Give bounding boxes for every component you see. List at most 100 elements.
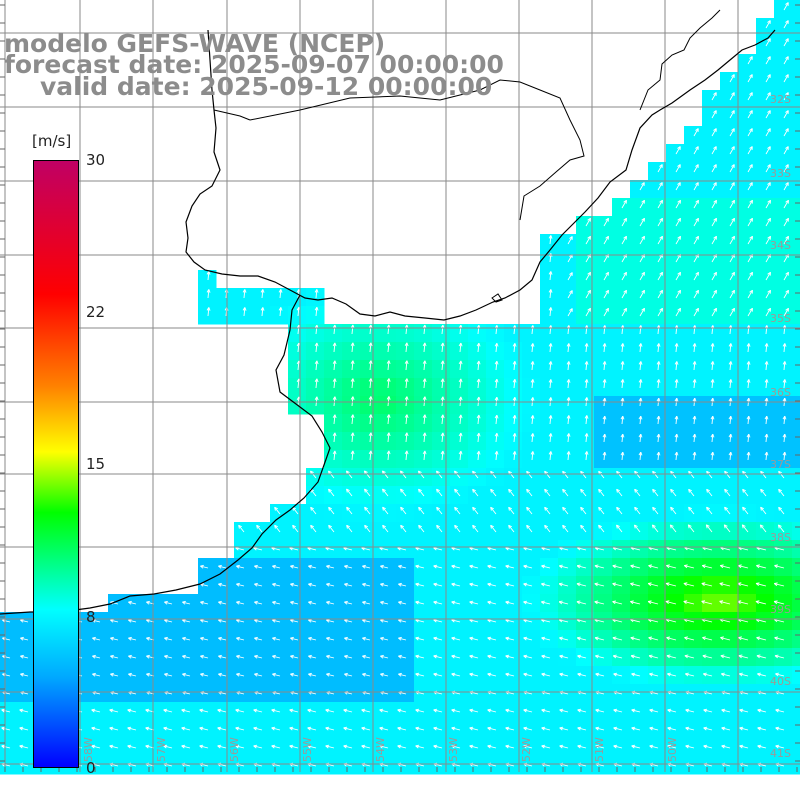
wind-speed-cell bbox=[396, 558, 415, 577]
wind-arrow bbox=[666, 564, 677, 569]
wind-speed-cell bbox=[558, 306, 577, 325]
wind-arrow bbox=[326, 582, 335, 587]
wind-arrow bbox=[657, 271, 663, 281]
wind-arrow bbox=[422, 450, 427, 461]
wind-speed-cell bbox=[558, 576, 577, 595]
wind-speed-cell bbox=[234, 576, 253, 595]
wind-speed-cell bbox=[414, 612, 433, 631]
wind-speed-cell bbox=[666, 558, 685, 577]
wind-arrow bbox=[630, 636, 641, 641]
wind-speed-cell bbox=[522, 702, 541, 721]
wind-speed-cell bbox=[468, 720, 487, 739]
wind-arrow bbox=[620, 361, 625, 371]
wind-speed-cell bbox=[630, 558, 649, 577]
wind-speed-cell bbox=[522, 576, 541, 595]
wind-speed-cell bbox=[684, 612, 703, 631]
wind-speed-cell bbox=[270, 720, 289, 739]
wind-arrow bbox=[523, 564, 533, 569]
wind-arrow bbox=[757, 744, 767, 749]
wind-speed-cell bbox=[234, 738, 253, 757]
wind-speed-cell bbox=[198, 576, 217, 595]
wind-speed-cell bbox=[738, 90, 757, 109]
wind-arrow bbox=[630, 600, 641, 605]
wind-arrow bbox=[765, 217, 771, 227]
wind-arrow bbox=[755, 600, 767, 605]
wind-speed-cell bbox=[414, 324, 433, 343]
wind-arrow bbox=[326, 636, 335, 641]
wind-speed-cell bbox=[684, 594, 703, 613]
wind-arrow bbox=[127, 708, 137, 713]
wind-speed-cell bbox=[702, 360, 721, 379]
wind-arrow bbox=[404, 432, 409, 443]
wind-arrow bbox=[729, 164, 735, 173]
wind-speed-cell bbox=[450, 450, 469, 469]
wind-speed-cell bbox=[504, 630, 523, 649]
wind-arrow bbox=[577, 744, 587, 749]
wind-arrow bbox=[595, 654, 605, 659]
wind-speed-cell bbox=[738, 558, 757, 577]
wind-speed-cell bbox=[234, 558, 253, 577]
wind-speed-cell bbox=[756, 324, 775, 343]
wind-speed-cell bbox=[468, 684, 487, 703]
wind-speed-cell bbox=[594, 540, 613, 559]
wind-speed-cell bbox=[378, 630, 397, 649]
wind-speed-cell bbox=[234, 720, 253, 739]
wind-speed-cell bbox=[792, 396, 800, 415]
wind-arrow bbox=[206, 307, 211, 317]
wind-speed-cell bbox=[792, 270, 800, 289]
wind-speed-cell bbox=[702, 378, 721, 397]
wind-speed-cell bbox=[540, 540, 559, 559]
wind-arrow bbox=[362, 582, 371, 587]
wind-arrow bbox=[741, 524, 749, 533]
wind-speed-cell bbox=[756, 180, 775, 199]
wind-speed-cell bbox=[774, 684, 793, 703]
wind-speed-cell bbox=[288, 360, 307, 379]
wind-arrow bbox=[649, 708, 659, 713]
wind-speed-cell bbox=[756, 108, 775, 127]
wind-arrow bbox=[278, 307, 283, 317]
wind-arrow bbox=[729, 128, 735, 137]
wind-arrow bbox=[217, 744, 227, 749]
wind-speed-cell bbox=[198, 630, 217, 649]
wind-speed-cell bbox=[378, 432, 397, 451]
wind-speed-cell bbox=[288, 720, 307, 739]
wind-speed-cell bbox=[756, 540, 775, 559]
wind-arrow bbox=[598, 488, 605, 497]
wind-arrow bbox=[675, 235, 681, 245]
wind-arrow bbox=[756, 636, 767, 641]
wind-arrow bbox=[362, 600, 371, 605]
wind-speed-cell bbox=[342, 666, 361, 685]
wind-speed-cell bbox=[738, 234, 757, 253]
wind-arrow bbox=[19, 708, 29, 713]
wind-speed-cell bbox=[162, 648, 181, 667]
wind-speed-cell bbox=[774, 648, 793, 667]
wind-speed-cell bbox=[414, 450, 433, 469]
longitude-label: 55W bbox=[301, 737, 314, 762]
wind-speed-cell bbox=[216, 666, 235, 685]
wind-arrow bbox=[567, 236, 573, 245]
wind-arrow bbox=[783, 164, 789, 173]
wind-arrow bbox=[657, 182, 663, 191]
wind-arrow bbox=[469, 582, 479, 587]
wind-speed-cell bbox=[774, 612, 793, 631]
wind-arrow bbox=[576, 600, 587, 605]
wind-speed-cell bbox=[756, 684, 775, 703]
wind-arrow bbox=[290, 672, 299, 677]
wind-arrow bbox=[382, 488, 389, 497]
wind-speed-cell bbox=[792, 522, 800, 541]
wind-speed-cell bbox=[504, 612, 523, 631]
wind-arrow bbox=[332, 450, 337, 461]
wind-arrow bbox=[530, 451, 535, 461]
wind-arrow bbox=[436, 488, 443, 497]
wind-arrow bbox=[639, 235, 645, 245]
wind-speed-cell bbox=[648, 558, 667, 577]
wind-speed-cell bbox=[792, 144, 800, 163]
wind-arrow bbox=[272, 600, 281, 605]
wind-speed-cell bbox=[360, 720, 379, 739]
wind-speed-cell bbox=[468, 378, 487, 397]
wind-arrow bbox=[657, 164, 663, 173]
wind-speed-cell bbox=[504, 648, 523, 667]
wind-speed-cell bbox=[666, 198, 685, 217]
wind-arrow bbox=[314, 396, 319, 407]
wind-arrow bbox=[505, 600, 515, 605]
